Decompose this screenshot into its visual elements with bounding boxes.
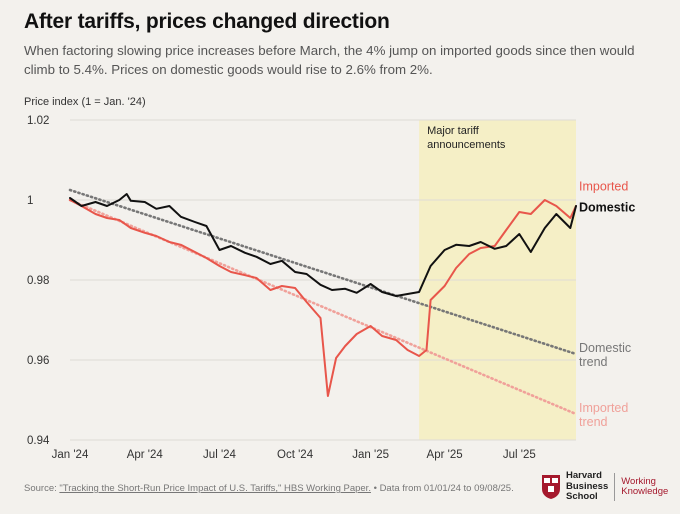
shaded-region-label: Major tariff: [427, 125, 480, 137]
source-link[interactable]: "Tracking the Short-Run Price Impact of …: [59, 483, 371, 494]
shield-icon: [542, 475, 560, 499]
end-label-imported-trend: Imported: [579, 401, 628, 415]
end-label-imported: Imported: [579, 180, 628, 194]
chart-title: After tariffs, prices changed direction: [24, 10, 390, 33]
wk-line2: Knowledge: [621, 486, 669, 497]
series-line-domestic: [69, 193, 577, 297]
source-suffix: • Data from 01/01/24 to 09/08/25.: [373, 483, 514, 494]
chart-subtitle: When factoring slowing price increases b…: [24, 43, 635, 77]
x-tick-label: Oct '24: [277, 449, 314, 461]
working-knowledge-wordmark: Working Knowledge: [621, 475, 669, 498]
series-line-domestic-trend: [68, 188, 578, 356]
y-tick-label: 1: [27, 195, 33, 207]
source-prefix: Source:: [24, 483, 57, 494]
y-tick-label: 0.94: [27, 435, 50, 447]
x-tick-label: Apr '25: [427, 449, 463, 461]
hbs-logo[interactable]: Harvard Business School Working Knowledg…: [541, 470, 668, 504]
hbs-line2: Business: [566, 480, 609, 492]
series-line-imported: [69, 199, 577, 397]
end-label-domestic-trend: trend: [579, 355, 608, 369]
x-tick-label: Jul '25: [503, 449, 536, 461]
x-tick-label: Jul '24: [203, 449, 236, 461]
y-tick-label: 0.96: [27, 355, 49, 367]
shaded-region-label: announcements: [427, 139, 506, 151]
hbs-line3: School: [566, 491, 598, 503]
end-label-domestic-trend: Domestic: [579, 341, 631, 355]
x-tick-label: Apr '24: [127, 449, 164, 461]
x-tick-label: Jan '25: [352, 449, 389, 461]
x-tick-label: Jan '24: [52, 449, 89, 461]
y-axis-label: Price index (1 = Jan. '24): [24, 96, 146, 108]
logo-divider: [614, 473, 616, 501]
hbs-line1: Harvard: [566, 470, 602, 482]
end-label-domestic: Domestic: [579, 200, 635, 214]
hbs-wordmark: Harvard Business School: [566, 471, 608, 503]
y-tick-label: 0.98: [27, 275, 49, 287]
wk-line1: Working: [621, 475, 656, 487]
source-footer: Source: "Tracking the Short-Run Price Im…: [24, 483, 514, 494]
end-label-imported-trend: trend: [579, 415, 608, 429]
y-tick-label: 1.02: [27, 115, 49, 127]
